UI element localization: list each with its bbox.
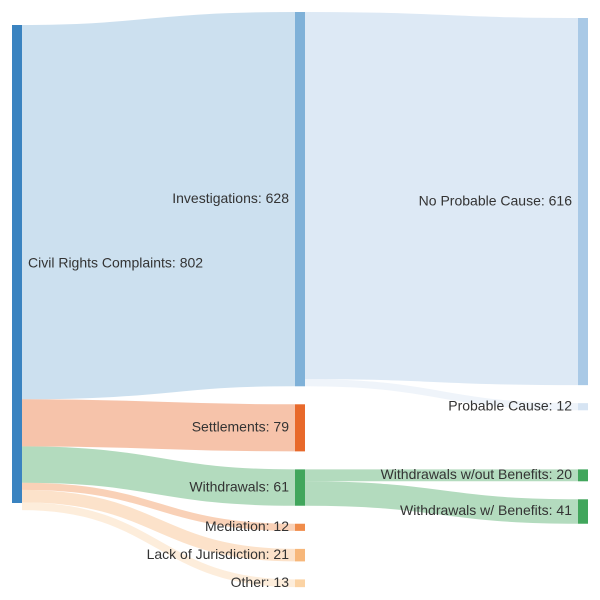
node <box>295 404 305 452</box>
node-label: Investigations: 628 <box>172 190 289 206</box>
node <box>578 469 588 482</box>
link <box>21 446 296 506</box>
node-label: Withdrawals w/out Benefits: 20 <box>381 466 573 482</box>
node-label: No Probable Cause: 616 <box>419 192 573 208</box>
link <box>304 12 579 386</box>
link <box>21 502 296 588</box>
link <box>21 482 296 531</box>
node <box>295 579 305 588</box>
node <box>12 25 22 503</box>
node <box>578 499 588 524</box>
node <box>295 12 305 387</box>
node-label: Lack of Jurisdiction: 21 <box>147 546 290 562</box>
node <box>295 523 305 531</box>
node <box>578 18 588 386</box>
node-label: Withdrawals: 61 <box>189 478 289 494</box>
node <box>578 403 588 411</box>
link <box>304 379 579 411</box>
link <box>21 12 296 400</box>
node-label: Settlements: 79 <box>192 419 289 435</box>
node-label: Withdrawals w/ Benefits: 41 <box>400 502 572 518</box>
link <box>21 399 296 452</box>
node <box>295 548 305 562</box>
link <box>21 489 296 562</box>
node-label: Probable Cause: 12 <box>448 397 572 413</box>
node-label: Other: 13 <box>231 574 290 590</box>
node <box>295 469 305 506</box>
link <box>304 481 579 524</box>
node-label: Civil Rights Complaints: 802 <box>28 255 203 271</box>
node-label: Mediation: 12 <box>205 518 289 534</box>
